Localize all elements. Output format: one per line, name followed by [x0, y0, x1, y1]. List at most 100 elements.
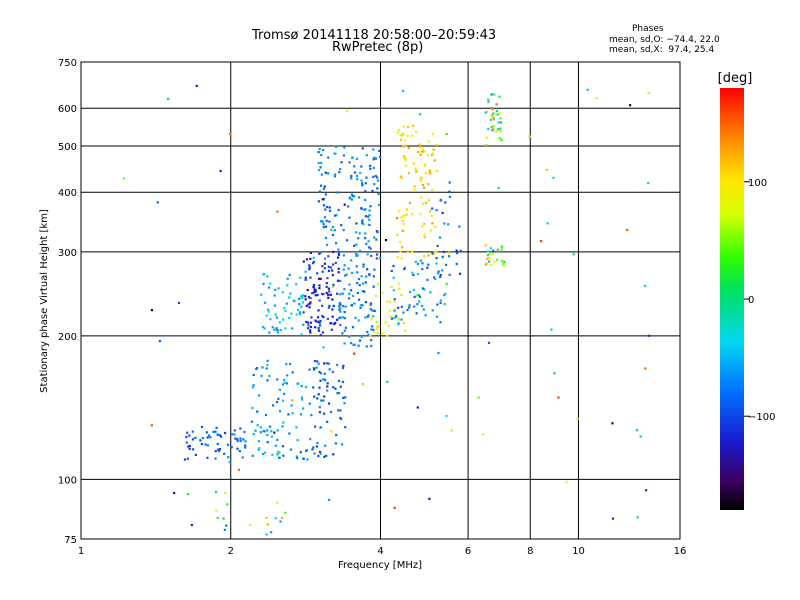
data-point [215, 509, 218, 512]
data-point [200, 425, 204, 429]
data-point [285, 363, 288, 366]
data-point [436, 169, 439, 173]
data-point [299, 451, 302, 454]
data-point [359, 304, 362, 307]
data-point [268, 374, 271, 378]
data-point [340, 224, 343, 227]
data-point [418, 295, 422, 298]
data-point [418, 143, 421, 146]
data-point [323, 267, 326, 270]
data-point [300, 305, 303, 308]
data-point [325, 282, 328, 285]
data-point [317, 393, 320, 396]
data-point [360, 221, 364, 224]
data-point [499, 117, 502, 120]
data-point [419, 180, 422, 183]
data-point [318, 450, 322, 454]
data-point [328, 368, 331, 371]
data-point [455, 249, 458, 252]
data-point [258, 447, 261, 450]
data-point [422, 202, 425, 205]
data-point [348, 161, 351, 164]
data-point [323, 185, 326, 188]
data-point [491, 253, 495, 256]
data-point [260, 293, 263, 296]
data-point [323, 378, 327, 382]
data-point [216, 516, 219, 519]
data-point [353, 343, 356, 346]
data-point [400, 257, 403, 260]
data-point [322, 226, 325, 229]
data-point [441, 211, 444, 215]
data-point [314, 294, 317, 297]
data-point [647, 334, 651, 337]
data-point [342, 154, 346, 157]
data-point [364, 316, 367, 319]
data-point [370, 318, 373, 321]
data-point [386, 300, 389, 303]
data-point [341, 366, 345, 370]
data-point [327, 255, 330, 258]
data-point [334, 442, 337, 445]
data-point [242, 438, 245, 441]
data-point [347, 205, 350, 208]
data-point [368, 209, 371, 212]
data-point [241, 456, 244, 459]
data-point [443, 222, 446, 225]
data-point [435, 315, 439, 318]
data-point [251, 406, 254, 410]
data-point [318, 386, 321, 389]
data-point [275, 327, 278, 330]
data-point [266, 275, 269, 278]
data-point [173, 491, 176, 495]
data-point [183, 458, 187, 461]
data-point [336, 392, 339, 395]
data-point [338, 316, 341, 320]
x-tick-label: 8 [527, 546, 533, 557]
data-point [387, 324, 390, 328]
data-point [415, 130, 418, 134]
data-point [252, 384, 255, 387]
y-tick-label: 400 [58, 188, 77, 199]
data-point [647, 92, 650, 95]
data-point [333, 173, 337, 176]
data-point [321, 148, 325, 152]
data-point [349, 289, 353, 292]
data-point [418, 300, 421, 303]
data-point [503, 260, 506, 264]
data-point [647, 181, 650, 185]
data-point [421, 287, 424, 290]
data-point [281, 425, 284, 428]
data-point [492, 112, 495, 115]
data-point [271, 453, 274, 456]
data-point [428, 497, 431, 500]
data-point [150, 309, 154, 312]
data-point [331, 233, 335, 237]
data-point [427, 154, 430, 157]
data-point [274, 444, 277, 447]
data-point [186, 431, 189, 434]
data-point [347, 267, 350, 270]
data-point [552, 176, 555, 179]
data-point [308, 266, 311, 269]
data-point [376, 283, 380, 286]
data-point [397, 282, 400, 285]
data-point [372, 158, 375, 161]
data-point [256, 424, 259, 427]
data-point [330, 228, 333, 231]
data-point [381, 332, 384, 335]
data-point [214, 457, 217, 460]
data-point [319, 166, 322, 169]
data-point [276, 210, 279, 213]
data-point [339, 409, 342, 412]
data-point [423, 186, 426, 189]
data-point [330, 430, 333, 433]
x-tick-label: 10 [572, 546, 585, 557]
data-point [414, 167, 417, 170]
data-point [370, 328, 373, 331]
data-point [353, 352, 356, 355]
data-point [419, 113, 422, 116]
data-point [199, 439, 202, 442]
data-point [282, 454, 285, 457]
phases-mean-o: mean, sd,O: −74.4, 22.0 [609, 35, 720, 45]
